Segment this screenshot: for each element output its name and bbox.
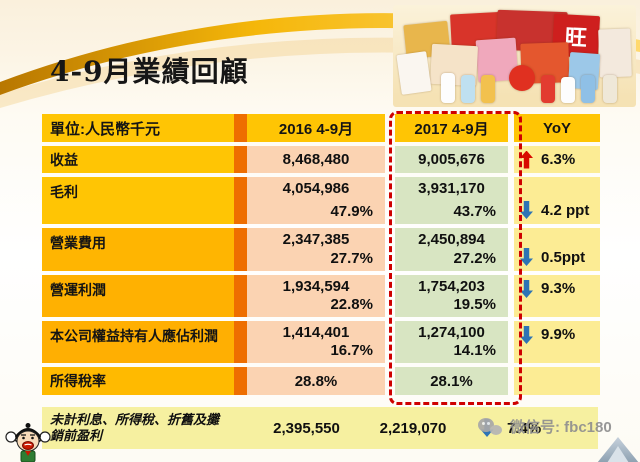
yoy-cell: 4.2 ppt	[514, 177, 600, 224]
yoy-value: 9.9%	[541, 326, 576, 343]
column-header-2017: 2017 4-9月	[395, 114, 508, 142]
pct-2016: 27.7%	[330, 250, 373, 267]
column-gap	[385, 114, 395, 142]
column-divider	[234, 177, 247, 224]
down-arrow-icon	[520, 248, 533, 266]
table-row: 營業費用 2,347,385 27.7% 2,450,894 27.2% 0.5…	[42, 228, 600, 271]
value-2016: 1,414,401	[282, 324, 350, 341]
pct-2016: 47.9%	[330, 203, 373, 220]
product-tile	[509, 65, 535, 91]
value-2017: 28.1%	[430, 372, 473, 390]
yoy-value: 6.3%	[541, 151, 576, 168]
yoy-cell: 9.3%	[514, 275, 600, 317]
pct-2016: 22.8%	[330, 296, 373, 313]
value-2017: 9,005,676	[418, 151, 485, 168]
up-arrow-icon	[520, 150, 533, 169]
triangle-logo	[597, 437, 639, 462]
table-row: 所得稅率 28.8% 28.1%	[42, 367, 600, 395]
unit-label: 單位:人民幣千元	[42, 114, 234, 142]
row-label: 收益	[42, 146, 234, 173]
table-row: 營運利潤 1,934,594 22.8% 1,754,203 19.5% 9.3…	[42, 275, 600, 317]
row-label: 所得稅率	[42, 367, 234, 395]
column-divider	[234, 114, 247, 142]
pct-2017: 27.2%	[453, 250, 496, 267]
value-2017: 1,754,203	[418, 278, 485, 295]
yoy-value: 0.5ppt	[541, 249, 586, 266]
wechat-watermark: 微信号: fbc180	[478, 416, 612, 437]
value-2016: 2,347,385	[282, 231, 350, 248]
yoy-value: 4.2 ppt	[541, 202, 590, 219]
column-header-2016: 2016 4-9月	[247, 114, 385, 142]
down-arrow-icon	[520, 201, 533, 219]
table-header-row: 單位:人民幣千元 2016 4-9月 2017 4-9月 YoY	[42, 114, 600, 142]
yoy-value: 9.3%	[541, 280, 576, 297]
yoy-cell: 6.3%	[514, 146, 600, 173]
yoy-cell: 9.9%	[514, 321, 600, 363]
wechat-id-text: 微信号: fbc180	[510, 419, 612, 436]
product-tile	[461, 75, 475, 103]
product-tile	[481, 75, 495, 103]
product-tile	[541, 75, 555, 103]
yoy-cell: 0.5ppt	[514, 228, 600, 271]
down-arrow-icon	[520, 326, 533, 344]
ebitda-value-2017: 2,219,070	[379, 419, 447, 437]
product-tile	[561, 77, 575, 103]
pct-2016: 16.7%	[330, 342, 373, 359]
row-label: 本公司權益持有人應佔利潤	[42, 321, 234, 363]
column-divider	[234, 146, 247, 173]
column-divider	[234, 321, 247, 363]
product-tile	[598, 28, 632, 78]
table-row: 本公司權益持有人應佔利潤 1,414,401 16.7% 1,274,100 1…	[42, 321, 600, 363]
table-row: 毛利 4,054,986 47.9% 3,931,170 43.7% 4.2 p…	[42, 177, 600, 224]
pct-2017: 14.1%	[453, 342, 496, 359]
ebitda-yoy-value: 7.4%	[507, 419, 542, 437]
ebitda-value-2016: 2,395,550	[273, 419, 340, 437]
mascot-character	[5, 423, 51, 462]
pct-2017: 19.5%	[453, 296, 496, 313]
yoy-cell-empty	[514, 367, 600, 395]
column-header-yoy: YoY	[514, 114, 600, 142]
product-tile	[441, 73, 455, 103]
row-label: 營運利潤	[42, 275, 234, 317]
column-divider	[234, 228, 247, 271]
value-2016: 8,468,480	[282, 151, 350, 168]
product-tile	[603, 75, 617, 103]
product-tile	[581, 75, 595, 103]
page-title: 4-9月業績回顧	[50, 55, 249, 88]
column-divider	[234, 367, 247, 395]
product-tile	[396, 51, 432, 95]
down-arrow-icon	[520, 280, 533, 298]
product-collage: 旺	[393, 5, 636, 107]
value-2017: 2,450,894	[418, 231, 485, 248]
value-2017: 3,931,170	[418, 180, 485, 197]
ebitda-label: 未計利息、所得稅、折舊及攤 銷前盈利	[50, 412, 220, 443]
value-2016: 28.8%	[294, 372, 338, 390]
column-divider	[234, 275, 247, 317]
value-2017: 1,274,100	[418, 324, 485, 341]
financial-table: 單位:人民幣千元 2016 4-9月 2017 4-9月 YoY 收益 8,46…	[42, 111, 600, 405]
row-label: 毛利	[42, 177, 234, 224]
wechat-icon	[478, 417, 504, 437]
value-2016: 4,054,986	[282, 180, 350, 197]
row-label: 營業費用	[42, 228, 234, 271]
pct-2017: 43.7%	[453, 203, 496, 220]
value-2016: 1,934,594	[282, 278, 350, 295]
table-row: 收益 8,468,480 9,005,676 6.3%	[42, 146, 600, 173]
